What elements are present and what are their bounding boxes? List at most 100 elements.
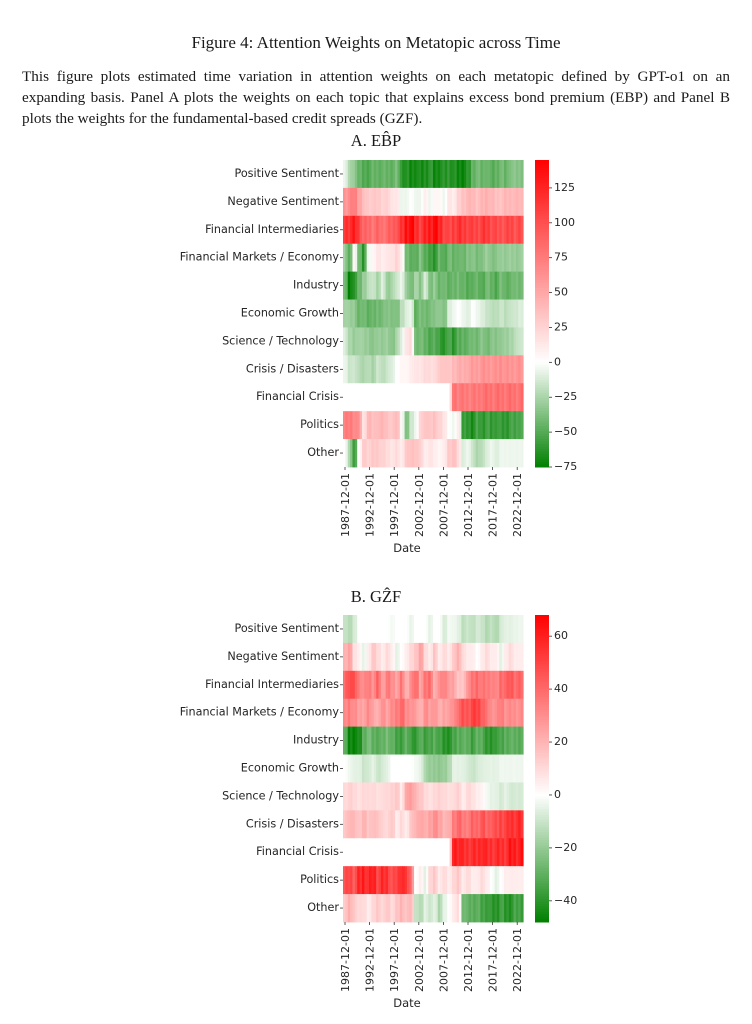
colorbar-segment (535, 175, 549, 179)
heatmap-cell (468, 642, 472, 672)
heatmap-cell (504, 698, 508, 728)
heatmap-cell (411, 810, 415, 839)
heatmap-cell (352, 698, 356, 728)
colorbar-segment (535, 732, 549, 736)
heatmap-cell (421, 782, 425, 811)
heatmap-cell (395, 810, 399, 839)
heatmap-cell (397, 355, 401, 384)
heatmap-cell (371, 411, 375, 440)
heatmap-cell (496, 215, 500, 245)
heatmap-cell (345, 754, 349, 783)
heatmap-cell (395, 894, 399, 923)
heatmap-cell (421, 670, 425, 700)
heatmap-cell (395, 866, 399, 895)
heatmap-cell (489, 411, 493, 440)
heatmap-cell (345, 215, 349, 245)
heatmap-cell (496, 271, 500, 300)
heatmap-cell (418, 299, 422, 328)
heatmap-cell (511, 615, 515, 644)
colorbar-segment (535, 653, 549, 657)
heatmap-cell (494, 243, 498, 273)
heatmap-cell (347, 670, 351, 700)
colorbar-segment (535, 310, 549, 314)
heatmap-cell (496, 615, 500, 644)
colorbar-segment (535, 244, 549, 248)
heatmap-cell (416, 894, 420, 923)
heatmap-cell (447, 726, 451, 755)
heatmap-cell (406, 411, 410, 440)
heatmap-cell (390, 698, 394, 728)
heatmap-cell (357, 698, 361, 728)
heatmap-cell (347, 355, 351, 384)
heatmap-cell (390, 838, 394, 867)
colorbar-segment (535, 707, 549, 711)
heatmap-cell (418, 439, 422, 468)
heatmap-cell (473, 754, 477, 783)
heatmap-cell (485, 642, 489, 672)
heatmap-cell (515, 754, 519, 783)
heatmap-cell (485, 782, 489, 811)
heatmap-cell (513, 726, 517, 755)
heatmap-cell (388, 782, 391, 811)
heatmap-cell (463, 894, 467, 923)
heatmap-cell (478, 243, 481, 273)
colorbar-segment (535, 873, 549, 877)
heatmap-cell (421, 615, 425, 644)
heatmap-cell (350, 838, 354, 867)
heatmap-cell (359, 754, 363, 783)
heatmap-cell (352, 160, 356, 189)
heatmap-cell (508, 327, 512, 356)
heatmap-cell (451, 411, 455, 440)
colorbar-segment (535, 742, 549, 746)
heatmap-cell (366, 615, 370, 644)
heatmap-cell (492, 726, 496, 755)
heatmap-cell (390, 439, 394, 468)
heatmap-cell (515, 439, 519, 468)
heatmap-cell (343, 754, 346, 783)
colorbar-segment (535, 768, 549, 772)
heatmap-cell (373, 810, 377, 839)
heatmap-cell (508, 439, 512, 468)
heatmap-cell (414, 615, 418, 644)
heatmap-cell (449, 642, 453, 672)
heatmap-cell (416, 243, 420, 273)
heatmap-cell (447, 439, 451, 468)
heatmap-cell (364, 838, 368, 867)
heatmap-cell (359, 160, 363, 189)
colorbar-segment (535, 229, 549, 233)
heatmap-cell (435, 327, 439, 356)
heatmap-cell (428, 894, 432, 923)
heatmap-cell (423, 754, 427, 783)
heatmap-cell (359, 383, 363, 412)
heatmap-cell (364, 327, 368, 356)
colorbar-segment (535, 829, 549, 833)
heatmap-cell (449, 866, 453, 895)
heatmap-cell (397, 698, 401, 728)
colorbar-segment (535, 377, 549, 381)
heatmap-cell (520, 810, 524, 839)
heatmap-cell (489, 215, 493, 245)
heatmap-cell (343, 670, 346, 700)
heatmap-cell (428, 327, 432, 356)
heatmap-cell (449, 894, 453, 923)
heatmap-cell (369, 726, 373, 755)
heatmap-cell (404, 439, 408, 468)
heatmap-cell (409, 754, 413, 783)
heatmap-cell (418, 243, 422, 273)
heatmap-cell (366, 299, 370, 328)
heatmap-cell (478, 698, 481, 728)
colorbar-segment (535, 290, 549, 294)
heatmap-cell (421, 187, 425, 217)
heatmap-cell (402, 327, 406, 356)
heatmap-cell (459, 355, 463, 384)
colorbar-segment (535, 418, 549, 422)
heatmap-cell (433, 670, 436, 700)
heatmap-cell (463, 439, 467, 468)
heatmap-cell (366, 327, 370, 356)
heatmap-cell (350, 615, 354, 644)
heatmap-cell (402, 838, 406, 867)
colorbar-segment (535, 254, 549, 258)
heatmap-cell (388, 160, 391, 189)
heatmap-cell (395, 698, 399, 728)
heatmap-cell (409, 726, 413, 755)
